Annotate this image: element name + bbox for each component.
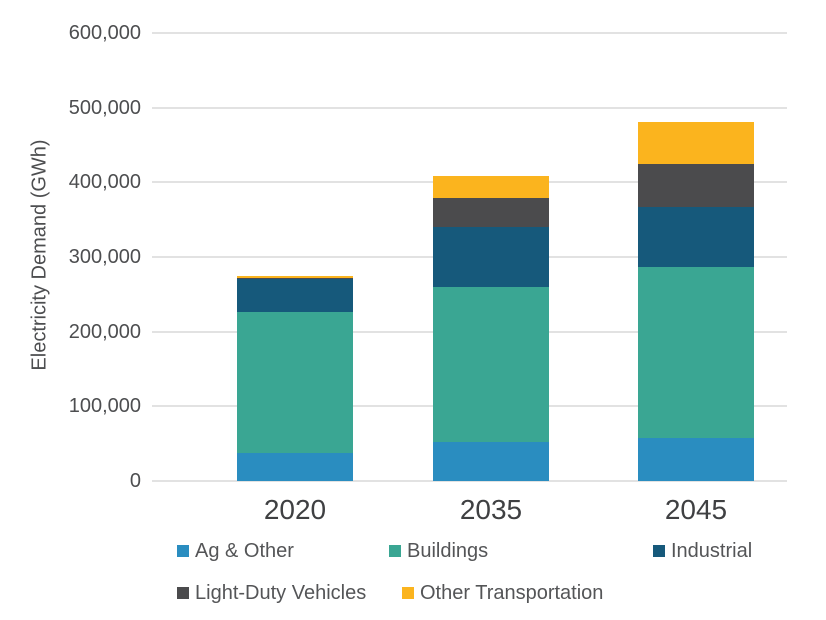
bar-2045-ag-other [638,438,754,481]
bar-2035-ag-other [433,442,549,481]
bar-2045-industrial [638,207,754,267]
y-tick-label-300000: 300,000 [68,246,141,268]
bar-2035-other-transportation [433,175,549,199]
legend-swatch-buildings [389,545,401,557]
legend-item-other-transportation: Other Transportation [402,581,603,605]
gridline-500000 [152,106,787,109]
bar-2020-buildings [237,312,353,453]
bar-2045-buildings [638,266,754,439]
bar-2020-light-duty-vehicles [237,277,353,279]
legend-item-buildings: Buildings [389,539,488,563]
x-tick-label-2035: 2035 [459,494,523,525]
plot-area [152,32,787,482]
y-tick-label-100000: 100,000 [68,395,141,418]
legend-item-ag-other: Ag & Other [177,539,294,563]
y-tick-label-0: 0 [129,470,141,492]
legend-item-light-duty-vehicles: Light-Duty Vehicles [177,581,366,605]
x-tick-label-2020: 2020 [263,494,327,525]
bar-2020-industrial [237,278,353,313]
y-tick-label-500000: 500,000 [68,96,141,119]
legend-swatch-industrial [653,545,665,557]
bar-2045-light-duty-vehicles [638,163,754,207]
legend-swatch-ag-other [177,545,189,557]
bar-2020-ag-other [237,452,353,481]
y-tick-label-200000: 200,000 [68,320,141,343]
legend-label-other-transportation: Other Transportation [420,581,604,604]
gridline-600000 [152,32,787,34]
legend-label-buildings: Buildings [407,539,489,562]
x-tick-label-2045: 2045 [664,494,728,525]
bar-2035-light-duty-vehicles [433,198,549,228]
bar-2045-other-transportation [638,121,754,164]
legend-swatch-light-duty-vehicles [177,587,189,599]
legend-item-industrial: Industrial [653,539,752,563]
gridline-0 [152,480,787,482]
legend-label-industrial: Industrial [671,539,753,562]
y-tick-label-600000: 600,000 [68,22,141,44]
legend-label-ag-other: Ag & Other [195,539,294,562]
legend-label-light-duty-vehicles: Light-Duty Vehicles [195,581,367,604]
bar-2035-industrial [433,227,549,287]
y-tick-label-400000: 400,000 [68,171,141,194]
bar-2035-buildings [433,286,549,443]
bar-2020-other-transportation [237,275,353,278]
legend-swatch-other-transportation [402,587,414,599]
